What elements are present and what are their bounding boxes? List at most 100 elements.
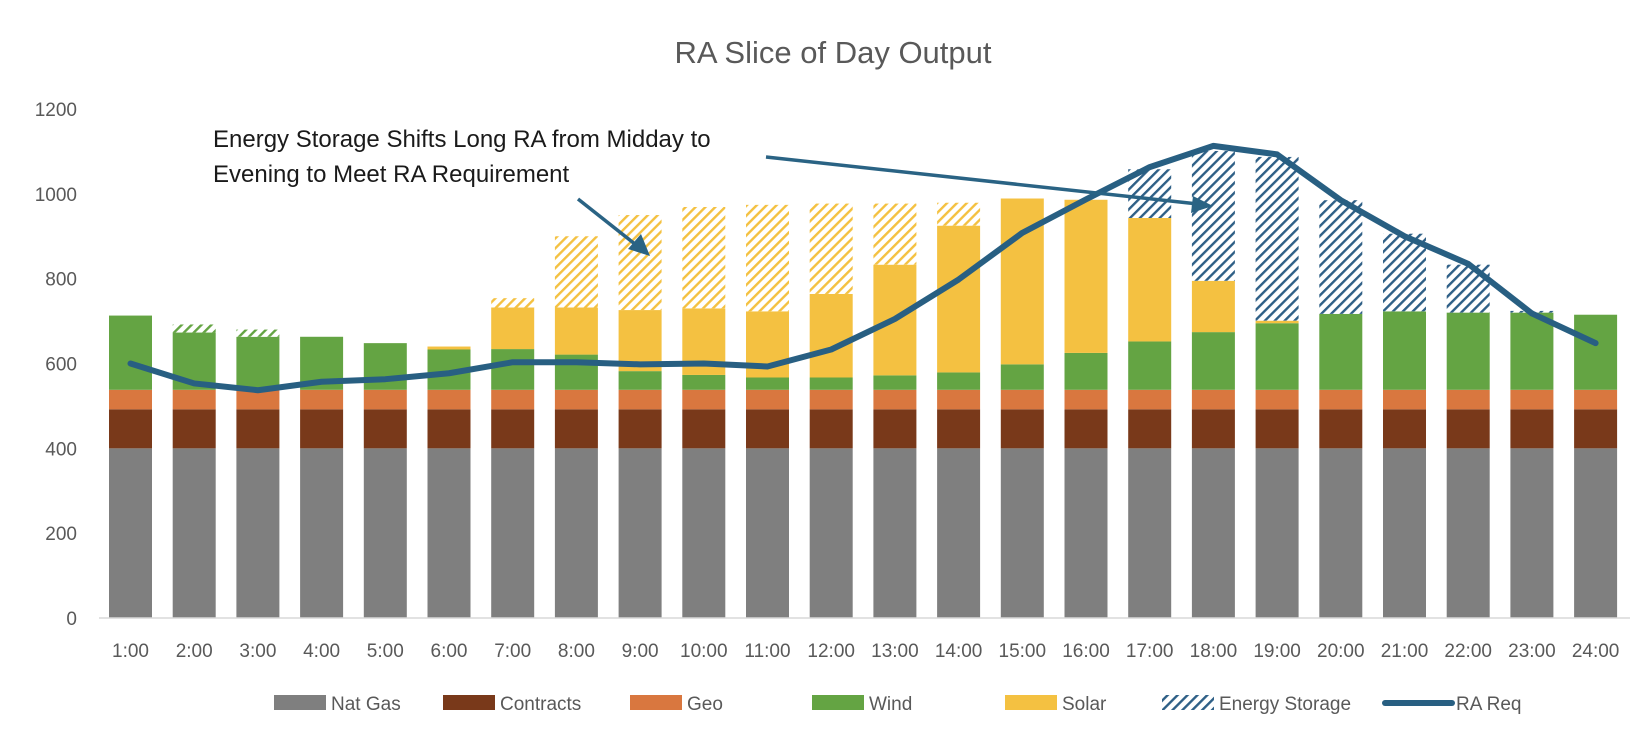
bar-geo: [937, 389, 981, 410]
x-tick-label: 8:00: [558, 641, 595, 662]
bar-nat-gas: [682, 448, 726, 618]
bar-solar-charging-storage: [873, 203, 917, 265]
bar-contracts: [809, 409, 853, 449]
legend-label: Solar: [1062, 694, 1107, 715]
legend-swatch: [1005, 695, 1057, 710]
bar-geo: [809, 389, 853, 410]
y-tick-label: 400: [45, 439, 77, 460]
legend-label: Wind: [869, 694, 912, 715]
bar-stack-17-00: [1128, 169, 1172, 618]
bar-geo: [746, 389, 789, 410]
bar-solar-charging-storage: [618, 215, 662, 311]
x-tick-label: 22:00: [1444, 641, 1492, 662]
annotation-line-2: Evening to Meet RA Requirement: [213, 161, 570, 188]
y-tick-label: 600: [45, 355, 77, 376]
chart-title: RA Slice of Day Output: [674, 35, 991, 70]
legend: Nat Gas Contracts Geo Wind Solar Energy Stora…: [274, 694, 1521, 715]
legend-item-solar: Solar: [1005, 694, 1107, 715]
bar-solar-charging-storage: [554, 236, 598, 308]
bar-nat-gas: [300, 448, 344, 618]
bar-wind: [873, 375, 917, 390]
bar-geo: [236, 389, 280, 410]
bar-geo: [1383, 389, 1426, 410]
legend-item-ra-req: RA Req: [1382, 694, 1521, 715]
bar-stack-23-00: [1510, 310, 1554, 618]
bar-wind: [1064, 352, 1108, 390]
bar-wind: [618, 371, 662, 390]
bar-geo: [300, 389, 344, 410]
bar-nat-gas: [873, 448, 917, 618]
bar-solar-charging-storage: [682, 206, 726, 309]
annotation: Energy Storage Shifts Long RA from Midda…: [213, 126, 1213, 256]
bar-stack-5-00: [363, 343, 407, 618]
legend-label: Contracts: [500, 694, 581, 715]
bar-contracts: [300, 409, 344, 449]
bar-nat-gas: [172, 448, 216, 618]
bar-geo: [618, 389, 662, 410]
bar-contracts: [1383, 409, 1426, 449]
bar-nat-gas: [809, 448, 853, 618]
bar-geo: [1000, 389, 1044, 410]
bar-contracts: [937, 409, 981, 449]
bar-geo: [554, 389, 598, 410]
bar-geo: [491, 389, 535, 410]
bar-contracts: [1128, 409, 1172, 449]
ra-req-line: [127, 142, 1599, 394]
x-tick-label: 9:00: [622, 641, 659, 662]
legend-item-geo: Geo: [630, 694, 723, 715]
bar-stack-10-00: [682, 206, 726, 618]
legend-label: Geo: [687, 694, 723, 715]
x-tick-label: 10:00: [680, 641, 728, 662]
bar-wind: [682, 374, 726, 390]
bar-wind-charging-storage: [236, 329, 280, 337]
bar-stack-18-00: [1191, 150, 1235, 618]
x-tick-label: 5:00: [367, 641, 404, 662]
legend-item-energy-storage: Energy Storage: [1162, 694, 1351, 715]
bar-contracts: [1574, 409, 1618, 449]
annotation-arrow-evening: [765, 155, 1213, 213]
bar-stack-13-00: [873, 203, 917, 618]
x-tick-label: 3:00: [239, 641, 276, 662]
bar-stack-1-00: [109, 315, 152, 618]
x-tick-label: 14:00: [935, 641, 983, 662]
legend-item-nat-gas: Nat Gas: [274, 694, 401, 715]
bar-solar-charging-storage: [937, 202, 981, 226]
bar-stack-3-00: [236, 329, 280, 618]
x-tick-label: 4:00: [303, 641, 340, 662]
bar-solar: [1064, 199, 1108, 353]
x-tick-label: 12:00: [807, 641, 855, 662]
legend-label: Nat Gas: [331, 694, 401, 715]
bar-contracts: [1064, 409, 1108, 449]
bar-nat-gas: [618, 448, 662, 618]
bar-contracts: [1000, 409, 1044, 449]
x-tick-label: 13:00: [871, 641, 919, 662]
bar-geo: [1064, 389, 1108, 410]
bar-wind: [1255, 323, 1299, 390]
bar-contracts: [873, 409, 917, 449]
x-tick-label: 15:00: [999, 641, 1047, 662]
legend-swatch: [630, 695, 682, 710]
bar-contracts: [1446, 409, 1490, 449]
x-tick-label: 1:00: [112, 641, 149, 662]
bar-nat-gas: [1319, 448, 1363, 618]
bars-group: [109, 150, 1618, 618]
bar-contracts: [363, 409, 407, 449]
bar-stack-12-00: [809, 203, 853, 618]
bar-wind: [109, 315, 152, 390]
x-tick-label: 7:00: [494, 641, 531, 662]
bar-wind: [937, 372, 981, 390]
bar-wind: [1000, 364, 1044, 390]
bar-geo: [1574, 389, 1618, 410]
x-tick-label: 20:00: [1317, 641, 1365, 662]
bar-stack-9-00: [618, 215, 662, 618]
bar-geo: [682, 389, 726, 410]
ra-req-line-group: [127, 142, 1599, 394]
y-tick-label: 0: [66, 609, 77, 630]
legend-label: Energy Storage: [1219, 694, 1351, 715]
bar-wind: [1319, 313, 1363, 390]
bar-solar-charging-storage: [491, 298, 535, 308]
x-tick-label: 11:00: [744, 641, 790, 662]
bar-contracts: [427, 409, 471, 449]
annotation-line-1: Energy Storage Shifts Long RA from Midda…: [213, 126, 711, 153]
